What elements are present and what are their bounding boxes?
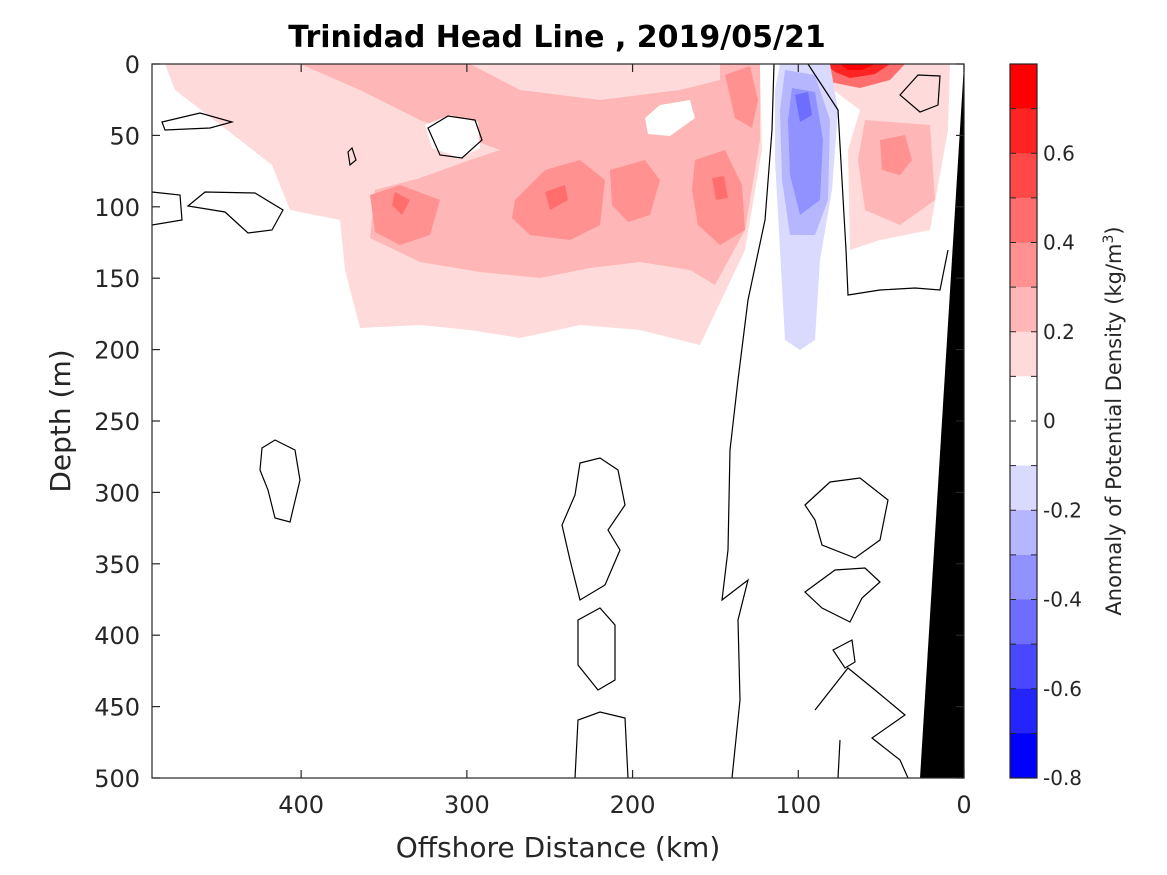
colorbar-tick-label: -0.8 [1043,766,1082,790]
contour-line [814,667,909,778]
plot-area [151,63,965,779]
colorbar-tick-label: 0 [1043,409,1056,433]
colorbar-segment [1010,108,1037,154]
colorbar-segment [1010,153,1037,199]
anomaly-core-pos-0.4 [610,160,660,222]
colorbar-tick-label: -0.6 [1043,677,1082,701]
contour-line [561,457,626,601]
x-tick-label: 200 [610,791,656,819]
colorbar-segment [1010,64,1037,109]
colorbar-segment [1010,733,1037,779]
contour-line [427,115,483,159]
contour-line [574,711,629,778]
y-axis: 0 50 100 150 200 250 300 350 400 450 500 [94,51,964,793]
colorbar-ticks: 0.6 0.4 0.2 0 -0.2 -0.4 -0.6 -0.8 [1043,141,1082,790]
colorbar-segment [1010,644,1037,690]
y-tick-label: 350 [94,551,140,579]
anomaly-region-neg-0.3 [788,88,823,215]
anomaly-region-neg-0.4 [795,92,812,122]
anomaly-core-pos-0.5 [392,192,410,215]
x-axis: 400 300 200 100 0 [278,64,972,819]
anomaly-region-pos-0.1 [272,150,312,180]
colorbar-tick-label: 0.6 [1043,141,1075,165]
colorbar-label-close: ) [1102,226,1126,234]
anomaly-core-pos-0.4 [880,135,912,175]
colorbar-segment [1010,197,1037,243]
colorbar-label-main: Anomaly of Potential Density (kg/m [1102,244,1126,616]
y-tick-label: 0 [125,51,140,79]
contour-line [832,639,856,669]
x-axis-label: Offshore Distance (km) [396,831,721,864]
anomaly-core-pos-0.5 [712,176,728,200]
bathymetry-wedge [920,64,964,778]
colorbar-segment [1010,554,1037,600]
zero-contours [152,64,949,778]
y-tick-label: 400 [94,622,140,650]
y-tick-label: 150 [94,265,140,293]
colorbar [1009,63,1038,779]
y-tick-label: 200 [94,337,140,365]
y-tick-label: 50 [109,122,140,150]
anomaly-surface-max [840,64,875,70]
x-tick-label: 0 [956,791,971,819]
contour-line [804,567,881,623]
colorbar-label: Anomaly of Potential Density (kg/m3) [1101,226,1126,615]
anomaly-core-pos-0.4 [370,185,440,245]
colorbar-segment [1010,465,1037,511]
colorbar-segment [1010,376,1037,422]
colorbar-segment [1010,287,1037,333]
contour-line [161,112,235,131]
x-tick-label: 400 [278,791,324,819]
colorbar-label-sup: 3 [1101,235,1117,244]
contour-line [804,477,889,559]
contour-line [186,191,284,234]
contour-line [899,74,941,113]
anomaly-core-pos-0.4 [725,66,758,128]
anomaly-core-pos-0.5 [545,185,568,210]
x-tick-label: 300 [444,791,490,819]
colorbar-segment [1010,421,1037,466]
colorbar-segment [1010,331,1037,377]
anomaly-zero-region [425,115,480,158]
contour-line [152,191,183,226]
colorbar-segment [1010,599,1037,645]
colorbar-segment [1010,688,1037,734]
y-tick-label: 250 [94,408,140,436]
x-tick-label: 100 [775,791,821,819]
y-axis-label: Depth (m) [44,349,77,492]
anomaly-surface-max [825,64,890,78]
contour-line [259,439,301,523]
contour-fill [165,64,950,350]
contour-line [347,146,357,167]
colorbar-tick-label: -0.4 [1043,588,1082,612]
colorbar-tick-label: 0.2 [1043,320,1075,344]
contour-line [721,64,775,778]
contour-line [837,739,841,778]
y-tick-label: 450 [94,694,140,722]
y-tick-label: 100 [94,194,140,222]
anomaly-zero-region [645,100,695,136]
colorbar-segment [1010,242,1037,288]
colorbar-frame [1009,63,1038,779]
contour-line [577,607,616,691]
colorbar-segment [1010,510,1037,556]
colorbar-tick-label: 0.4 [1043,231,1075,255]
chart-title: Trinidad Head Line , 2019/05/21 [288,20,825,55]
contour-line [807,64,949,296]
y-tick-label: 300 [94,479,140,507]
colorbar-tick-label: -0.2 [1043,498,1082,522]
y-tick-label: 500 [94,765,140,793]
